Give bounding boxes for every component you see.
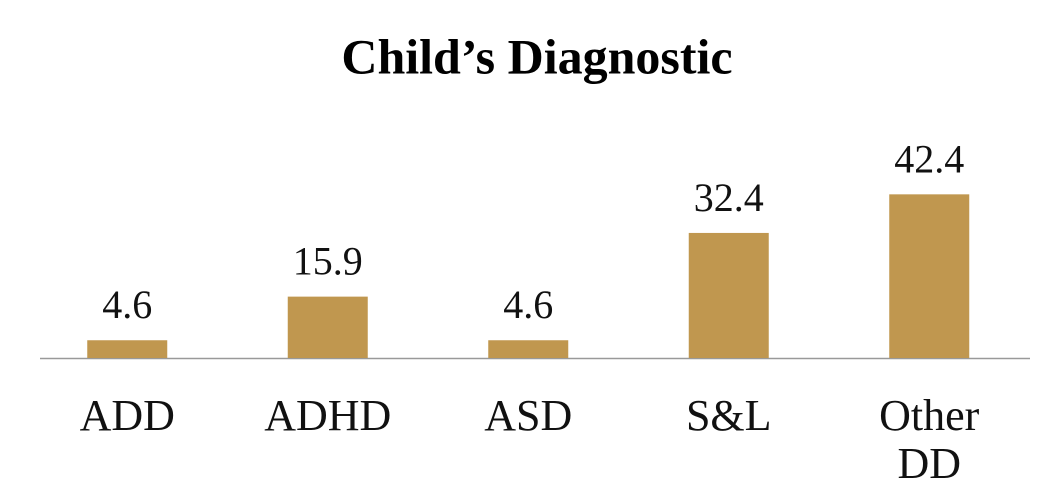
bar [688, 232, 769, 358]
x-tick-label: ADD [79, 391, 175, 440]
x-tick-label: ASD [484, 391, 573, 440]
bar [87, 340, 168, 358]
x-tick-label: Other DD [879, 391, 980, 488]
value-label: 32.4 [694, 175, 764, 220]
chart-title: Child’s Diagnostic [341, 28, 732, 84]
x-tick-label: S&L [685, 391, 772, 440]
x-tick-label: ADHD [264, 391, 392, 440]
value-label: 4.6 [102, 282, 152, 327]
bar [488, 340, 569, 358]
value-label: 42.4 [894, 136, 964, 181]
value-label: 15.9 [293, 239, 363, 284]
bar [287, 296, 368, 358]
value-label: 4.6 [503, 282, 553, 327]
bar [889, 194, 970, 358]
